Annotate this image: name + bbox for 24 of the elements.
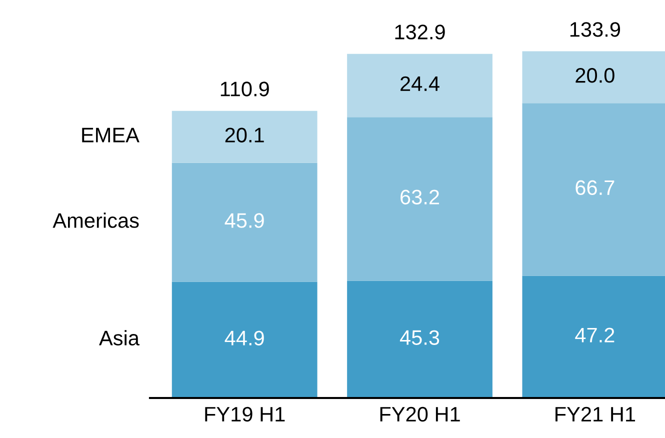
series-label: Americas <box>52 212 139 228</box>
data-label: 44.9 <box>224 330 264 346</box>
data-label: 63.2 <box>400 190 439 204</box>
data-label: 24.4 <box>400 76 440 91</box>
data-label: 20.0 <box>576 68 614 83</box>
data-label: 45.3 <box>400 330 440 345</box>
data-label: 20.1 <box>225 128 264 142</box>
data-label: 66.7 <box>576 180 614 196</box>
series-label: EMEA <box>82 128 140 142</box>
data-label: 45.9 <box>224 213 264 228</box>
data-label: 47.2 <box>575 328 614 342</box>
x-tick-label: FY20 H1 <box>380 406 460 422</box>
x-tick-label: FY19 H1 <box>205 406 285 422</box>
total-label: 132.9 <box>395 24 445 40</box>
bar <box>347 280 492 398</box>
bar <box>172 162 318 282</box>
x-tick-label: FY21 H1 <box>556 406 636 422</box>
bar <box>347 54 492 118</box>
bar <box>172 110 318 163</box>
total-label: 133.9 <box>570 22 620 37</box>
total-label: 110.9 <box>220 82 269 96</box>
bar <box>347 117 492 281</box>
bar <box>172 282 318 398</box>
series-label: Asia <box>99 330 140 346</box>
